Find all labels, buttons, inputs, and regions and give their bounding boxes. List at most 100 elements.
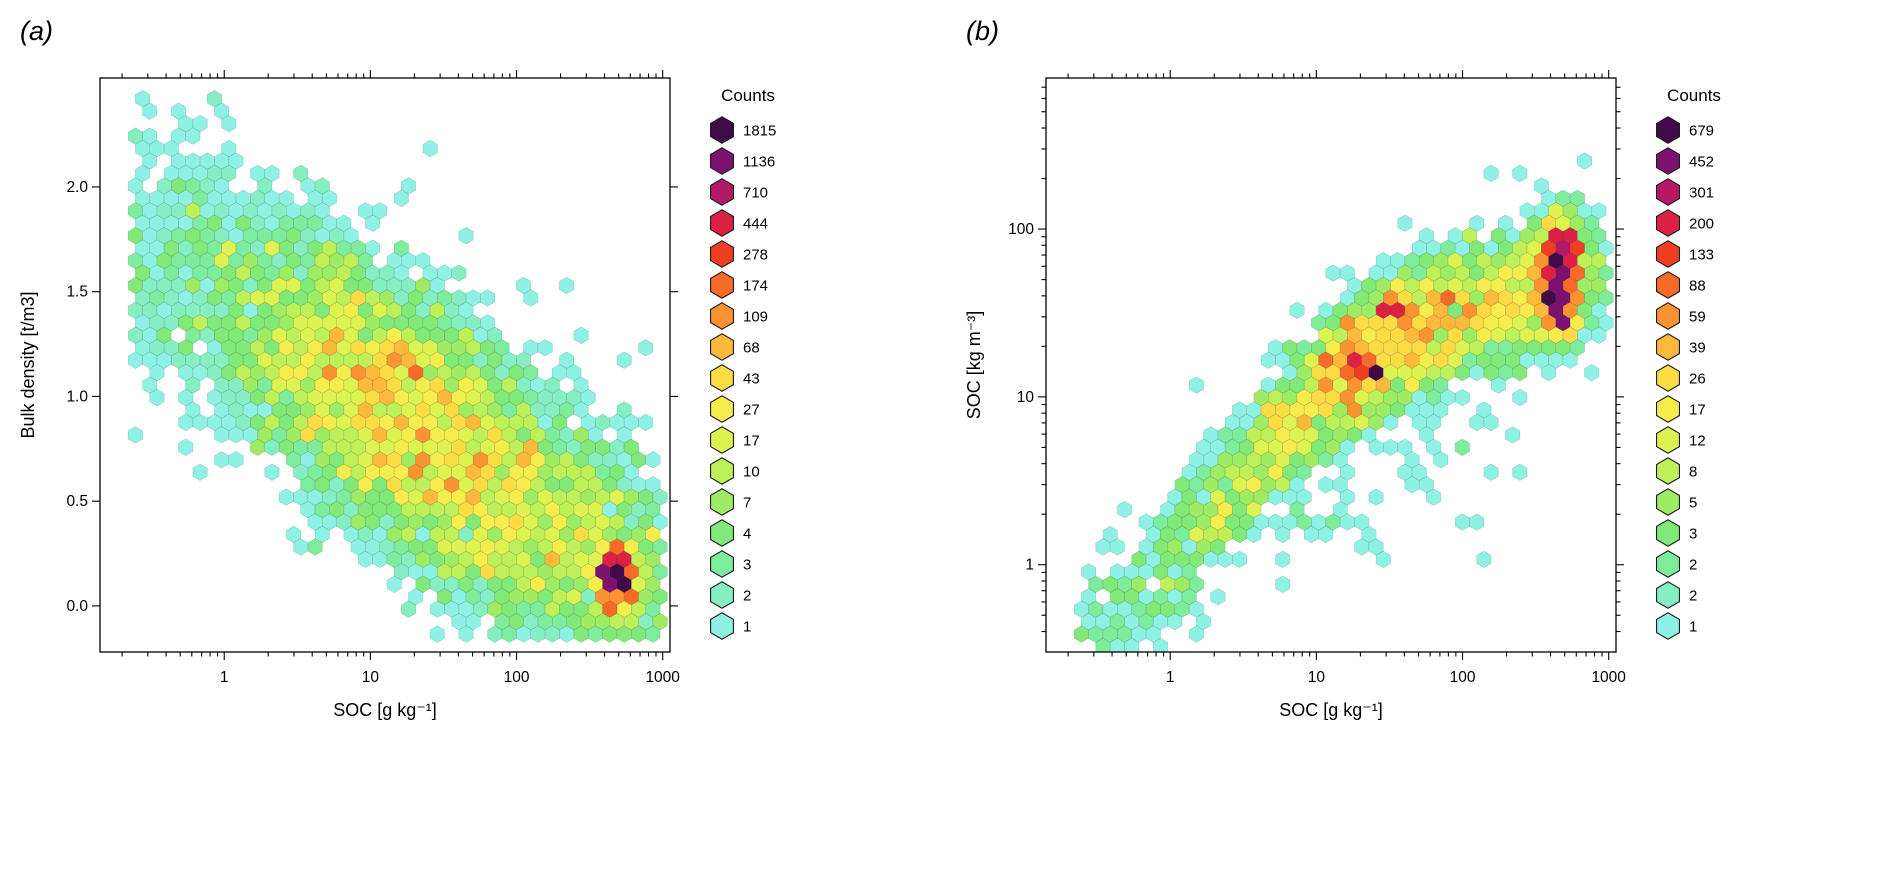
- legend-count-label: 679: [1689, 123, 1714, 140]
- hex: [616, 351, 632, 369]
- hex: [1167, 613, 1183, 631]
- hex: [185, 127, 201, 145]
- legend-hex-swatch: [710, 426, 734, 454]
- hex: [1426, 488, 1442, 506]
- tick-label: 10: [1308, 669, 1326, 686]
- legend-count-label: 17: [1689, 402, 1706, 419]
- hex: [1483, 463, 1499, 481]
- hex: [1512, 364, 1528, 382]
- legend-hex-swatch: [710, 116, 734, 144]
- legend-hex-swatch: [1656, 271, 1680, 299]
- hex: [1562, 351, 1578, 369]
- legend-hex-swatch: [1656, 333, 1680, 361]
- hex: [264, 463, 280, 481]
- hex: [1454, 438, 1470, 456]
- legend-hex-swatch: [1656, 550, 1680, 578]
- tick-label: 1: [1025, 557, 1034, 574]
- hex: [1275, 575, 1291, 593]
- legend-count-label: 27: [743, 402, 760, 419]
- legend-count-label: 5: [1689, 495, 1697, 512]
- legend-hex-swatch: [710, 147, 734, 175]
- legend-count-label: 43: [743, 371, 760, 388]
- hex: [365, 214, 381, 232]
- hex: [127, 426, 143, 444]
- legend-count-label: 4: [743, 526, 751, 543]
- legend-hex-swatch: [1656, 612, 1680, 640]
- hex: [149, 388, 165, 407]
- legend-hex-swatch: [1656, 519, 1680, 547]
- tick-label: 1: [220, 669, 229, 686]
- hex: [429, 625, 445, 643]
- legend-count-label: 59: [1689, 309, 1706, 326]
- hex: [1577, 152, 1593, 170]
- hex: [1382, 413, 1398, 432]
- hex: [1454, 513, 1470, 531]
- hexbin-chart-a: (a) SOC [g kg⁻¹] Bulk density [t/m3] Cou…: [18, 16, 776, 720]
- legend-hex-swatch: [710, 240, 734, 268]
- hex: [1541, 364, 1557, 382]
- legend-hex-swatch: [710, 364, 734, 392]
- legend-count-label: 278: [743, 247, 768, 264]
- legend-count-label: 1136: [743, 154, 775, 171]
- hex: [1469, 513, 1485, 531]
- hex: [214, 451, 230, 469]
- hexbin-layer: [1073, 152, 1614, 652]
- hex: [1152, 637, 1168, 652]
- hex: [1483, 164, 1499, 183]
- tick-label: 0.0: [66, 598, 88, 615]
- hex: [307, 538, 323, 556]
- plot-border: [1045, 77, 1617, 653]
- legend-count-label: 3: [743, 557, 751, 574]
- legend-hex-swatch: [710, 178, 734, 206]
- tick-label: 1.5: [66, 284, 88, 301]
- legend-count-label: 109: [743, 309, 768, 326]
- legend-count-label: 26: [1689, 371, 1706, 388]
- hex: [480, 289, 496, 307]
- plot-area: 1 10 100 1000 1 10 100: [1008, 70, 1626, 686]
- legend-hex-swatch: [1656, 457, 1680, 485]
- hex: [1584, 364, 1600, 382]
- hex: [1490, 376, 1506, 394]
- hex: [1476, 550, 1492, 569]
- y-axis-label-a: Bulk density [t/m3]: [18, 291, 38, 438]
- plot-border: [99, 77, 671, 653]
- hexbin-layer: [127, 90, 668, 643]
- hex: [1275, 550, 1291, 569]
- tick-label: 10: [1017, 389, 1035, 406]
- hex: [1512, 164, 1528, 183]
- hex: [1382, 438, 1398, 456]
- hex: [1318, 476, 1334, 494]
- hex: [458, 625, 474, 643]
- legend-count-label: 17: [743, 433, 760, 450]
- hex: [278, 488, 294, 506]
- tick-label: 100: [1450, 669, 1476, 686]
- legend-count-label: 301: [1689, 185, 1714, 202]
- legend-title-b: Counts: [1667, 86, 1721, 105]
- legend-hex-swatch: [710, 550, 734, 578]
- hex: [1188, 376, 1204, 394]
- legend-hex-swatch: [1656, 395, 1680, 423]
- hex: [1591, 326, 1607, 344]
- legend-hex-swatch: [1656, 178, 1680, 206]
- legend-count-label: 2: [1689, 588, 1697, 605]
- hex: [1109, 538, 1125, 556]
- panel-label-b: (b): [966, 16, 999, 46]
- hex: [1433, 451, 1449, 469]
- tick-label: 100: [1008, 221, 1034, 238]
- legend-count-label: 1: [743, 619, 751, 636]
- legend-count-label: 133: [1689, 247, 1714, 264]
- hex: [645, 625, 661, 643]
- tick-label: 0.5: [66, 493, 88, 510]
- hex: [645, 451, 661, 469]
- panel-b: (b) SOC [g kg⁻¹] SOC [kg m⁻³] Counts 1 10…: [946, 0, 1892, 886]
- legend-hex-swatch: [1656, 364, 1680, 392]
- tick-label: 1: [1166, 669, 1175, 686]
- hex: [422, 139, 438, 158]
- legend-count-label: 88: [1689, 278, 1706, 295]
- hex: [1318, 525, 1334, 544]
- hex: [192, 463, 208, 481]
- tick-label: 10: [362, 669, 380, 686]
- legend-hex-swatch: [710, 209, 734, 237]
- x-axis-label-b: SOC [g kg⁻¹]: [1279, 700, 1383, 720]
- legend-count-label: 200: [1689, 216, 1714, 233]
